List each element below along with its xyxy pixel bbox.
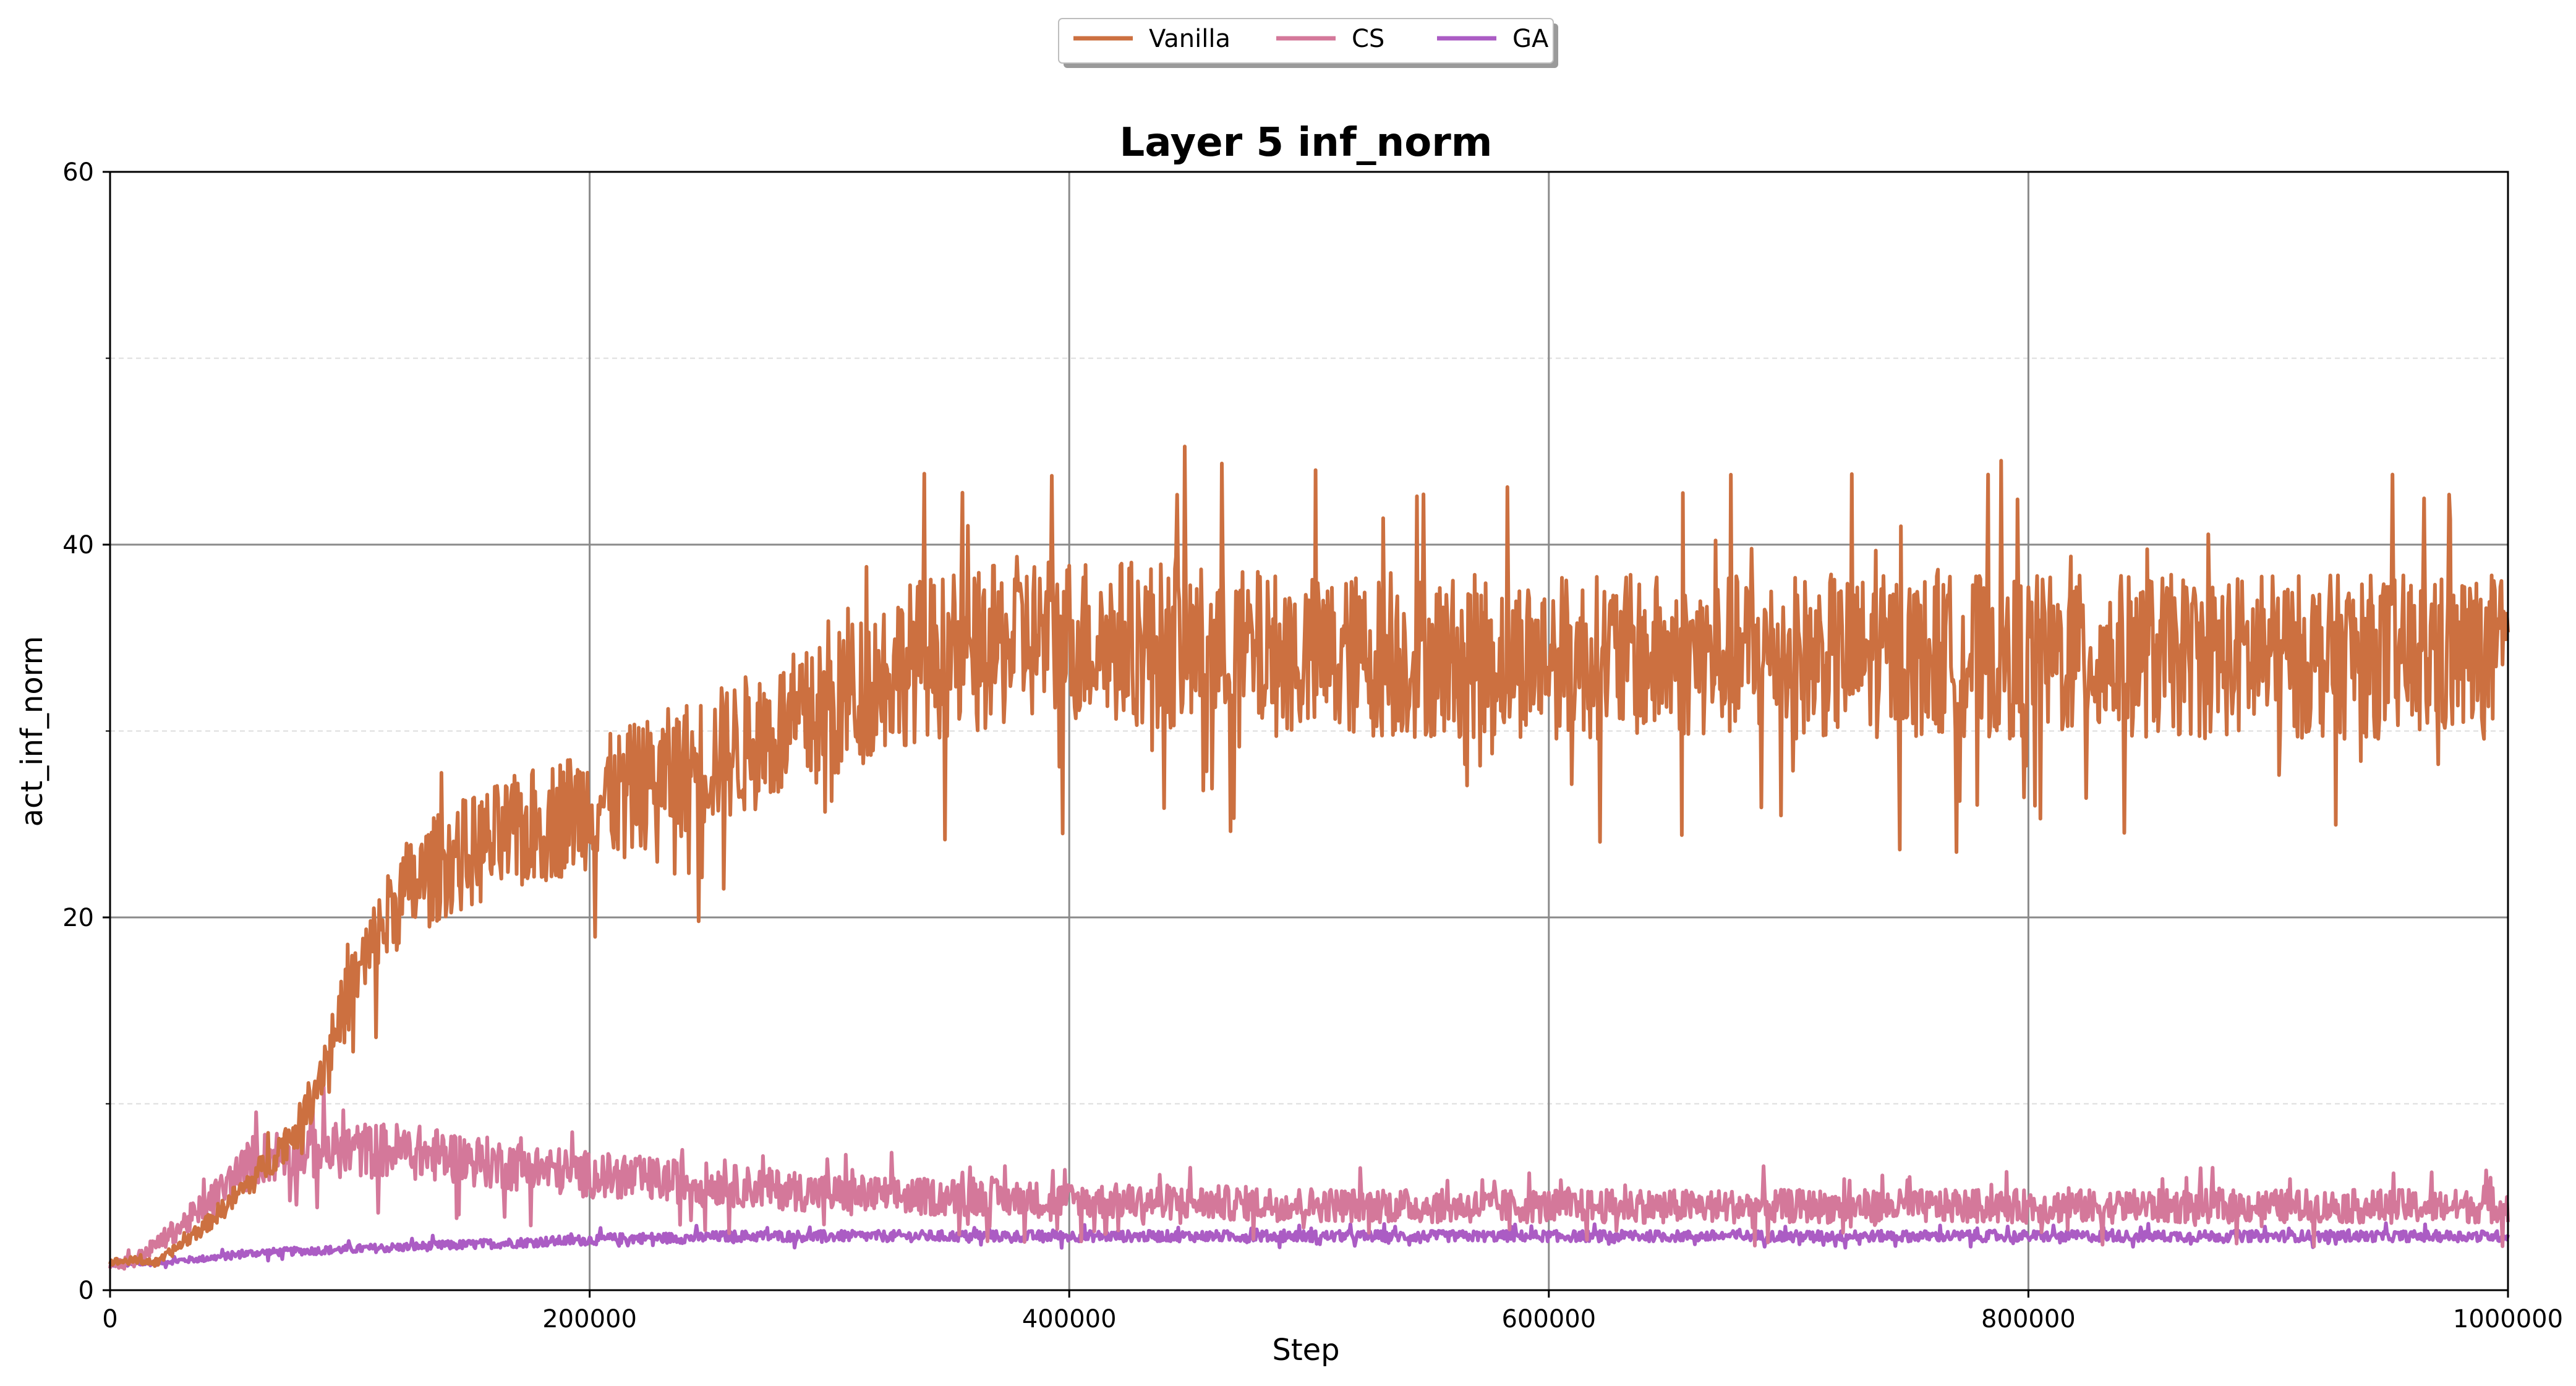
chart-title: Layer 5 inf_norm [1120,120,1493,166]
y-axis-ticks: 0 20 40 60 [62,158,110,1305]
x-axis-label: Step [1272,1333,1339,1367]
x-axis-ticks: 0 200000 400000 600000 800000 1000000 [102,1290,2563,1333]
series-line-cs [108,1085,2510,1271]
y-tick-label-2: 40 [62,531,94,559]
y-axis-label: act_inf_norm [15,636,49,827]
x-tick-label-1: 200000 [542,1305,637,1333]
series-layer [108,444,2510,1271]
legend-box [1058,18,1554,64]
y-tick-label-3: 60 [62,158,94,187]
x-tick-label-2: 400000 [1022,1305,1117,1333]
legend: Vanilla CS GA [1058,18,1558,68]
legend-label-vanilla: Vanilla [1149,25,1230,53]
series-line-vanilla [108,444,2510,1268]
y-tick-label-0: 0 [79,1277,94,1305]
legend-label-ga: GA [1512,25,1549,53]
series-line-ga [109,1221,2510,1269]
legend-label-cs: CS [1352,25,1384,53]
x-tick-label-3: 600000 [1501,1305,1596,1333]
minor-grid [110,357,2508,1105]
y-tick-label-1: 20 [62,904,94,932]
x-tick-label-0: 0 [102,1305,117,1333]
legend-items: Vanilla CS GA [1073,25,1549,53]
x-tick-label-5: 1000000 [2453,1305,2563,1333]
x-tick-label-4: 800000 [1981,1305,2076,1333]
